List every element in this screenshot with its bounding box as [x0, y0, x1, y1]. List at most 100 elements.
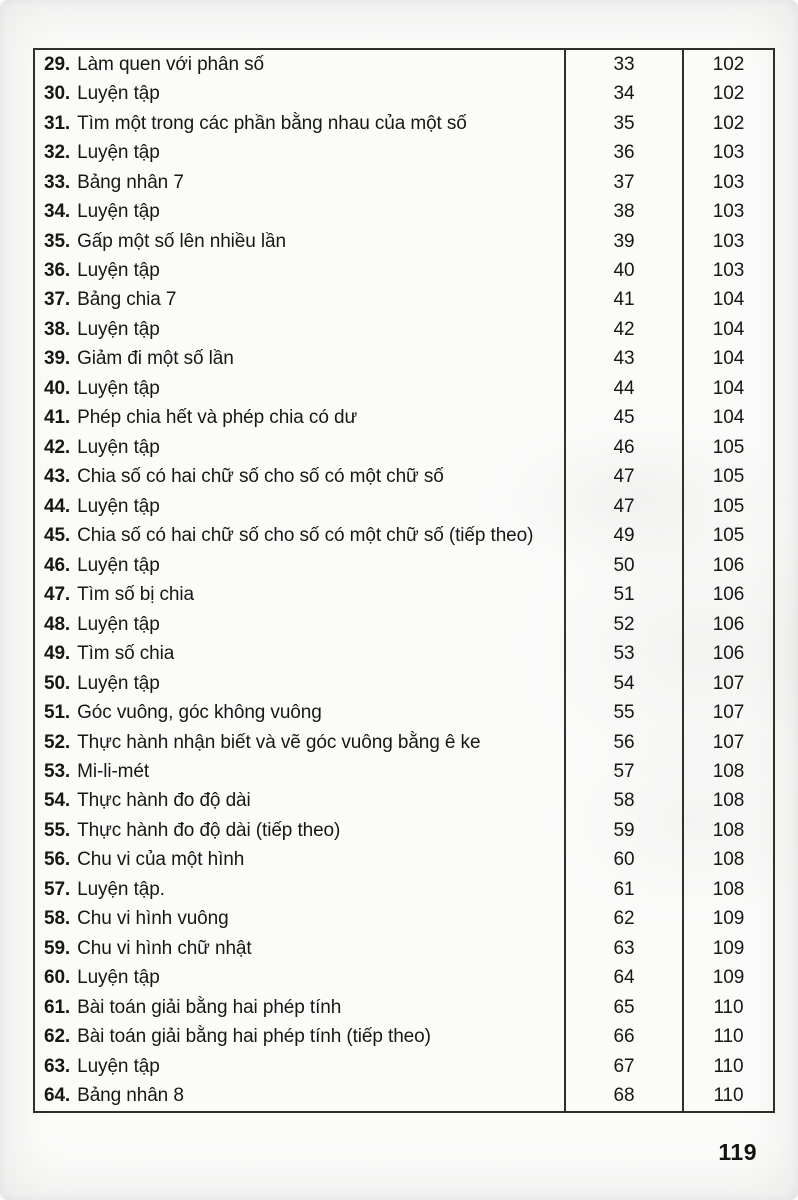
- lesson-number: 63.: [44, 1055, 71, 1077]
- answer-page-cell: 107: [682, 727, 773, 758]
- lesson-number: 38.: [44, 318, 71, 340]
- answer-page-cell: 102: [682, 108, 773, 139]
- lesson-title-cell: 39. Giảm đi một số lần: [35, 345, 564, 374]
- lesson-title-cell: 30. Luyện tập: [35, 79, 564, 108]
- lesson-title: Luyện tập: [77, 201, 160, 223]
- lesson-page-cell: 37: [564, 167, 682, 198]
- lesson-title: Luyện tập: [77, 613, 160, 635]
- lesson-page-cell: 53: [564, 639, 682, 669]
- lesson-page-cell: 61: [564, 875, 682, 905]
- lesson-title-cell: 45. Chia số có hai chữ số cho số có một …: [35, 522, 564, 551]
- lesson-page-cell: 58: [564, 786, 682, 817]
- lesson-title: Thực hành đo độ dài: [77, 790, 251, 812]
- lesson-title-cell: 56. Chu vi của một hình: [35, 846, 564, 875]
- answer-page-cell: 105: [682, 492, 773, 522]
- answer-page-cell: 106: [682, 580, 773, 610]
- lesson-page-cell: 44: [564, 374, 682, 404]
- lesson-number: 40.: [44, 377, 71, 399]
- lesson-page-cell: 47: [564, 462, 682, 493]
- lesson-number: 56.: [44, 849, 71, 871]
- lesson-number: 37.: [44, 289, 71, 311]
- lesson-number: 46.: [44, 554, 71, 576]
- page-number: 119: [718, 1139, 757, 1165]
- lesson-number: 42.: [44, 436, 71, 458]
- lesson-title-cell: 49. Tìm số chia: [35, 639, 564, 668]
- lesson-page-cell: 52: [564, 609, 682, 640]
- answer-page-cell: 102: [682, 79, 773, 109]
- lesson-title-cell: 46. Luyện tập: [35, 551, 564, 580]
- lesson-title: Luyện tập: [77, 142, 160, 164]
- answer-page-cell: 103: [682, 167, 773, 198]
- lesson-title-cell: 59. Chu vi hình chữ nhật: [35, 934, 564, 963]
- lesson-number: 47.: [44, 584, 71, 606]
- lesson-number: 45.: [44, 525, 71, 547]
- lesson-number: 41.: [44, 407, 71, 429]
- lesson-title: Thực hành nhận biết và vẽ góc vuông bằng…: [77, 731, 481, 753]
- lesson-title-cell: 62. Bài toán giải bằng hai phép tính (ti…: [35, 1022, 564, 1051]
- lesson-page-cell: 57: [564, 757, 682, 787]
- answer-page-cell: 104: [682, 403, 773, 434]
- answer-page-cell: 104: [682, 285, 773, 316]
- lesson-title-cell: 36. Luyện tập: [35, 256, 564, 285]
- lesson-title: Góc vuông, góc không vuông: [77, 702, 322, 724]
- lesson-title: Luyện tập: [77, 318, 160, 340]
- lesson-number: 43.: [44, 466, 71, 488]
- lesson-page-cell: 65: [564, 993, 682, 1023]
- answer-page-cell: 106: [682, 550, 773, 581]
- lesson-number: 64.: [44, 1085, 71, 1107]
- lesson-number: 34.: [44, 201, 71, 223]
- lesson-number: 61.: [44, 996, 71, 1018]
- lesson-title: Tìm một trong các phần bằng nhau của một…: [77, 112, 467, 134]
- lesson-title: Tìm số bị chia: [77, 584, 194, 606]
- lesson-number: 52.: [44, 731, 71, 753]
- lesson-page-cell: 56: [564, 727, 682, 758]
- lesson-number: 57.: [44, 878, 71, 900]
- lesson-page-cell: 59: [564, 816, 682, 846]
- lesson-page-cell: 34: [564, 79, 682, 109]
- lesson-title-cell: 38. Luyện tập: [35, 315, 564, 344]
- lesson-title-cell: 42. Luyện tập: [35, 433, 564, 462]
- lesson-title: Chu vi hình chữ nhật: [77, 937, 252, 959]
- lesson-title: Luyện tập: [77, 83, 160, 105]
- lesson-title-cell: 29. Làm quen với phân số: [35, 50, 564, 79]
- answer-page-cell: 106: [682, 609, 773, 640]
- answer-page-cell: 107: [682, 698, 773, 728]
- lesson-number: 33.: [44, 171, 71, 193]
- lesson-page-cell: 43: [564, 344, 682, 375]
- lesson-title: Luyện tập: [77, 1055, 160, 1077]
- lesson-title-cell: 61. Bài toán giải bằng hai phép tính: [35, 993, 564, 1022]
- lesson-page-cell: 66: [564, 1022, 682, 1052]
- answer-page-cell: 109: [682, 963, 773, 993]
- lesson-page-cell: 47: [564, 492, 682, 522]
- lesson-title: Chia số có hai chữ số cho số có một chữ …: [77, 466, 444, 488]
- answer-page-cell: 109: [682, 934, 773, 964]
- answer-page-cell: 108: [682, 757, 773, 787]
- lesson-title: Bài toán giải bằng hai phép tính: [77, 996, 342, 1018]
- lesson-title: Luyện tập: [77, 554, 160, 576]
- lesson-number: 39.: [44, 348, 71, 370]
- lesson-title-cell: 58. Chu vi hình vuông: [35, 905, 564, 934]
- lesson-title: Luyện tập: [77, 260, 160, 282]
- lesson-number: 29.: [44, 53, 71, 75]
- lesson-title: Gấp một số lên nhiều lần: [77, 230, 286, 252]
- answer-page-cell: 104: [682, 344, 773, 375]
- lesson-title: Làm quen với phân số: [77, 53, 264, 75]
- lesson-number: 30.: [44, 83, 71, 105]
- toc-table: 29. Làm quen với phân số 33 102 30. Luyệ…: [33, 48, 775, 1113]
- lesson-title-cell: 63. Luyện tập: [35, 1052, 564, 1081]
- lesson-page-cell: 64: [564, 963, 682, 993]
- lesson-title: Bài toán giải bằng hai phép tính (tiếp t…: [77, 1026, 431, 1048]
- lesson-page-cell: 55: [564, 698, 682, 728]
- lesson-page-cell: 54: [564, 668, 682, 699]
- lesson-title-cell: 57. Luyện tập.: [35, 875, 564, 904]
- answer-page-cell: 108: [682, 816, 773, 846]
- lesson-page-cell: 35: [564, 108, 682, 139]
- lesson-number: 36.: [44, 260, 71, 282]
- lesson-title: Luyện tập: [77, 672, 160, 694]
- lesson-page-cell: 38: [564, 197, 682, 227]
- lesson-title: Chia số có hai chữ số cho số có một chữ …: [77, 525, 534, 547]
- lesson-title: Bảng nhân 7: [77, 171, 184, 193]
- lesson-page-cell: 49: [564, 521, 682, 551]
- lesson-title: Giảm đi một số lần: [77, 348, 234, 370]
- lesson-title-cell: 60. Luyện tập: [35, 964, 564, 993]
